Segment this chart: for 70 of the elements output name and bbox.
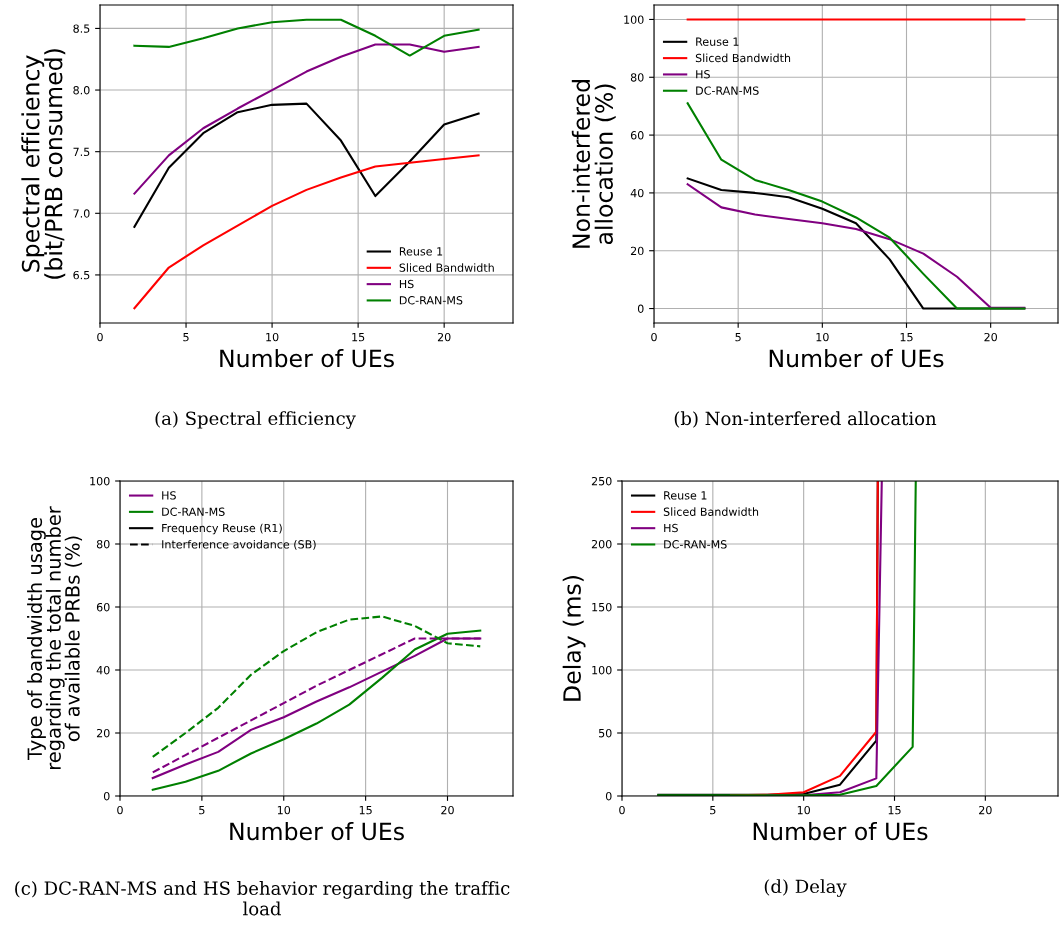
x-axis-title: Number of UEs — [753, 822, 928, 841]
x-tick-label: 5 — [735, 333, 741, 342]
y-tick-label: 7.0 — [73, 209, 90, 218]
legend-label: HS — [696, 70, 710, 79]
y-tick-label: 80 — [96, 539, 110, 549]
text: (b) Non-interfered allocation — [674, 411, 937, 428]
x-tick-label: 20 — [979, 805, 992, 815]
y-tick-label: 0 — [103, 791, 110, 801]
y-tick-label: 50 — [599, 728, 612, 738]
x-tick-label: 15 — [888, 806, 901, 815]
legend-label: Sliced Bandwidth — [399, 263, 494, 272]
y-tick-label: 40 — [96, 665, 110, 675]
x-tick-label: 10 — [797, 805, 810, 815]
x-axis-title: Number of UEs — [230, 822, 404, 841]
y-tick-label: 20 — [630, 246, 644, 256]
x-tick-label: 20 — [437, 332, 451, 342]
x-tick-label: 5 — [183, 333, 189, 342]
y-axis-title: Spectral efficiency (bit/PRB consumed) — [21, 49, 66, 279]
legend-label: HS — [399, 279, 414, 289]
legend-label: Frequency Reuse (R1) — [162, 523, 282, 535]
y-tick-label: 0 — [605, 791, 612, 801]
y-tick-label: 8.0 — [73, 86, 90, 95]
x-axis-title: Number of UEs — [769, 349, 944, 368]
legend-label: Interference avoidance (SB) — [162, 539, 316, 550]
x-tick-label: 5 — [199, 806, 205, 815]
y-tick-label: 100 — [624, 15, 644, 24]
y-tick-label: 40 — [630, 188, 644, 198]
y-tick-label: 200 — [591, 539, 612, 549]
x-tick-label: 0 — [651, 332, 657, 342]
legend-label: DC-RAN-MS — [696, 86, 759, 95]
legend-label: DC-RAN-MS — [162, 507, 225, 516]
text: (d) Delay — [764, 879, 847, 897]
x-tick-label: 0 — [619, 805, 625, 815]
y-axis-title: Type of bandwidth usage regarding the total number of available PRBs (%) — [27, 506, 83, 770]
legend-label: Sliced Bandwidth — [695, 53, 791, 63]
legend-label: Reuse 1 — [399, 247, 443, 256]
x-tick-label: 20 — [984, 332, 997, 342]
y-axis-title: Delay (ms) — [562, 576, 586, 701]
y-tick-label: 80 — [630, 73, 644, 82]
y-tick-label: 0 — [637, 304, 644, 313]
y-tick-label: 7.5 — [73, 147, 90, 157]
legend-label: Reuse 1 — [696, 37, 739, 46]
y-tick-label: 250 — [591, 476, 612, 486]
legend-label: Sliced Bandwidth — [663, 507, 759, 516]
legend-label: HS — [162, 491, 176, 500]
y-tick-label: 6.5 — [73, 270, 90, 280]
x-axis-title: Number of UEs — [220, 349, 394, 368]
x-tick-label: 15 — [352, 333, 365, 342]
y-tick-label: 20 — [96, 728, 110, 738]
y-tick-label: 8.5 — [73, 24, 90, 33]
x-tick-label: 20 — [441, 805, 454, 815]
y-tick-label: 60 — [630, 131, 644, 140]
x-tick-label: 15 — [359, 806, 372, 815]
x-tick-label: 15 — [900, 333, 913, 342]
x-tick-label: 10 — [816, 332, 829, 342]
legend-label: DC-RAN-MS — [664, 540, 727, 549]
x-tick-label: 10 — [277, 805, 291, 815]
text: (c) DC-RAN-MS and HS behavior regarding the traffic load — [15, 881, 510, 916]
y-tick-label: 100 — [592, 665, 612, 675]
x-tick-label: 5 — [710, 806, 716, 815]
legend-label: HS — [664, 523, 678, 533]
legend-label: Reuse 1 — [664, 491, 707, 500]
y-tick-label: 60 — [96, 602, 110, 612]
y-tick-label: 150 — [592, 602, 612, 612]
x-tick-label: 0 — [117, 805, 123, 815]
legend-label: DC-RAN-MS — [399, 296, 463, 305]
text: (a) Spectral efficiency — [155, 411, 356, 429]
x-tick-label: 10 — [266, 332, 279, 342]
y-tick-label: 100 — [90, 476, 110, 486]
y-axis-title: Non-interfered allocation (%) — [571, 80, 616, 248]
